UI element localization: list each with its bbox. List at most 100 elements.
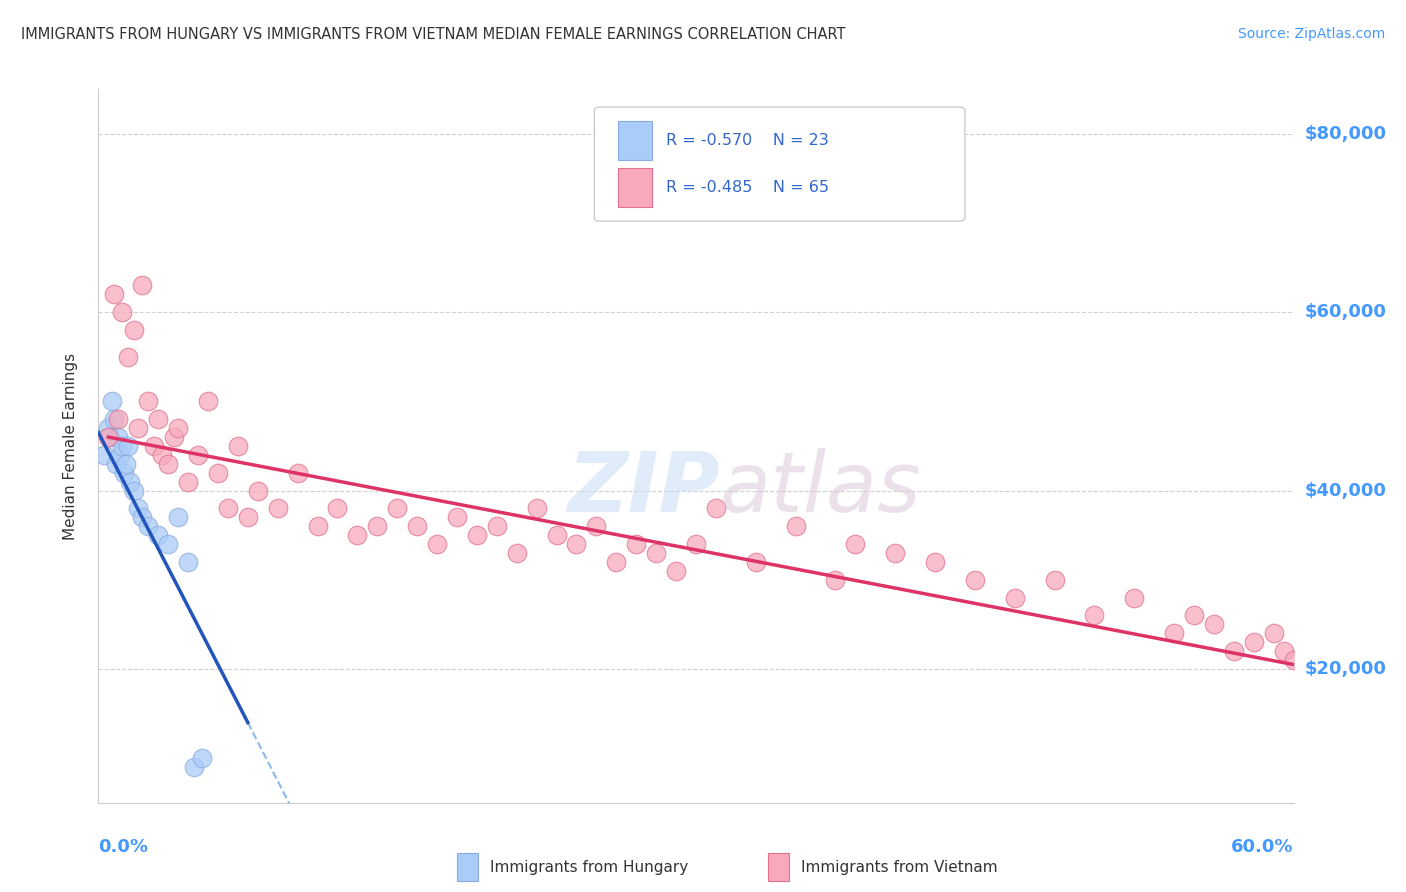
Point	[1263, 626, 1285, 640]
FancyBboxPatch shape	[457, 853, 478, 881]
Point	[685, 537, 707, 551]
Point	[884, 546, 907, 560]
Text: Source: ZipAtlas.com: Source: ZipAtlas.com	[1237, 27, 1385, 41]
Point	[546, 528, 568, 542]
Point	[97, 421, 120, 435]
Point	[426, 537, 449, 551]
Point	[136, 519, 159, 533]
Point	[506, 546, 529, 560]
Point	[824, 573, 846, 587]
Point	[183, 760, 205, 774]
FancyBboxPatch shape	[619, 121, 652, 161]
Point	[110, 448, 132, 462]
Point	[745, 555, 768, 569]
Point	[167, 510, 190, 524]
Point	[163, 430, 186, 444]
Text: R = -0.570    N = 23: R = -0.570 N = 23	[666, 133, 830, 148]
Text: 0.0%: 0.0%	[98, 838, 149, 855]
Point	[406, 519, 429, 533]
Point	[217, 501, 239, 516]
Text: Immigrants from Hungary: Immigrants from Hungary	[491, 860, 689, 874]
Point	[307, 519, 329, 533]
Point	[236, 510, 259, 524]
Text: $20,000: $20,000	[1305, 660, 1386, 678]
Point	[117, 439, 139, 453]
Point	[1043, 573, 1066, 587]
Point	[157, 457, 180, 471]
Point	[287, 466, 309, 480]
Point	[143, 439, 166, 453]
Point	[645, 546, 668, 560]
Point	[665, 564, 688, 578]
Y-axis label: Median Female Earnings: Median Female Earnings	[63, 352, 77, 540]
Point	[624, 537, 647, 551]
Point	[167, 421, 190, 435]
Point	[585, 519, 607, 533]
Text: $40,000: $40,000	[1305, 482, 1386, 500]
Point	[117, 350, 139, 364]
Point	[98, 430, 122, 444]
Point	[127, 421, 149, 435]
Point	[246, 483, 269, 498]
Point	[1083, 608, 1105, 623]
FancyBboxPatch shape	[595, 107, 965, 221]
Point	[111, 439, 134, 453]
Point	[105, 457, 128, 471]
Point	[366, 519, 388, 533]
Point	[191, 751, 214, 765]
Point	[1182, 608, 1205, 623]
Text: ZIP: ZIP	[567, 449, 720, 529]
Point	[197, 394, 219, 409]
Point	[385, 501, 409, 516]
Point	[103, 287, 125, 301]
Text: Immigrants from Vietnam: Immigrants from Vietnam	[801, 860, 998, 874]
Text: IMMIGRANTS FROM HUNGARY VS IMMIGRANTS FROM VIETNAM MEDIAN FEMALE EARNINGS CORREL: IMMIGRANTS FROM HUNGARY VS IMMIGRANTS FR…	[21, 27, 845, 42]
Point	[1243, 635, 1265, 649]
Point	[963, 573, 986, 587]
Point	[111, 305, 134, 319]
Text: $60,000: $60,000	[1305, 303, 1386, 321]
Point	[844, 537, 866, 551]
Point	[115, 457, 138, 471]
Point	[177, 555, 200, 569]
Point	[704, 501, 727, 516]
Point	[1123, 591, 1146, 605]
Point	[226, 439, 249, 453]
Point	[112, 466, 135, 480]
Point	[157, 537, 180, 551]
FancyBboxPatch shape	[619, 168, 652, 207]
Point	[131, 278, 153, 293]
Point	[107, 412, 129, 426]
Point	[207, 466, 229, 480]
FancyBboxPatch shape	[768, 853, 789, 881]
Point	[187, 448, 209, 462]
Point	[177, 475, 200, 489]
Point	[150, 448, 173, 462]
Point	[565, 537, 588, 551]
Text: atlas: atlas	[720, 449, 921, 529]
Point	[124, 483, 146, 498]
Point	[1202, 617, 1225, 632]
Text: 60.0%: 60.0%	[1232, 838, 1294, 855]
Point	[1004, 591, 1026, 605]
Point	[267, 501, 290, 516]
Point	[131, 510, 153, 524]
Point	[103, 412, 125, 426]
Point	[485, 519, 508, 533]
Point	[124, 323, 146, 337]
Point	[97, 430, 120, 444]
Point	[1282, 653, 1305, 667]
Point	[101, 394, 124, 409]
Point	[107, 430, 129, 444]
Point	[326, 501, 349, 516]
Point	[148, 528, 170, 542]
Point	[605, 555, 627, 569]
Point	[526, 501, 548, 516]
Text: $80,000: $80,000	[1305, 125, 1386, 143]
Point	[148, 412, 170, 426]
Point	[1163, 626, 1185, 640]
Point	[465, 528, 488, 542]
Point	[1223, 644, 1246, 658]
Point	[136, 394, 159, 409]
Point	[346, 528, 368, 542]
